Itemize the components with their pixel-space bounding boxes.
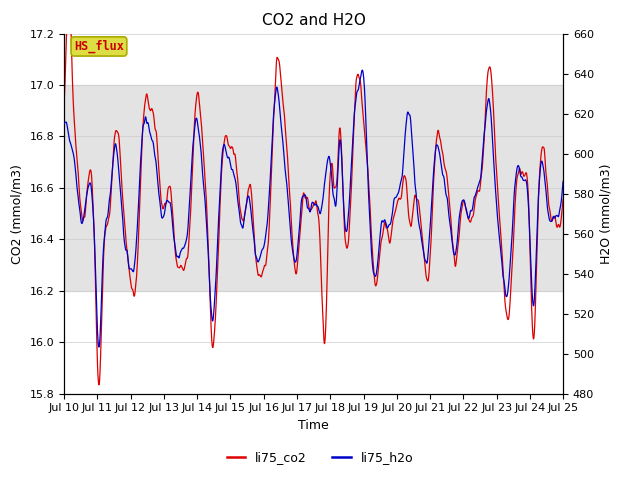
Legend: li75_co2, li75_h2o: li75_co2, li75_h2o <box>221 446 419 469</box>
Y-axis label: CO2 (mmol/m3): CO2 (mmol/m3) <box>11 164 24 264</box>
Title: CO2 and H2O: CO2 and H2O <box>262 13 365 28</box>
Y-axis label: H2O (mmol/m3): H2O (mmol/m3) <box>600 163 612 264</box>
X-axis label: Time: Time <box>298 419 329 432</box>
Text: HS_flux: HS_flux <box>74 40 124 53</box>
Bar <box>64 85 563 291</box>
